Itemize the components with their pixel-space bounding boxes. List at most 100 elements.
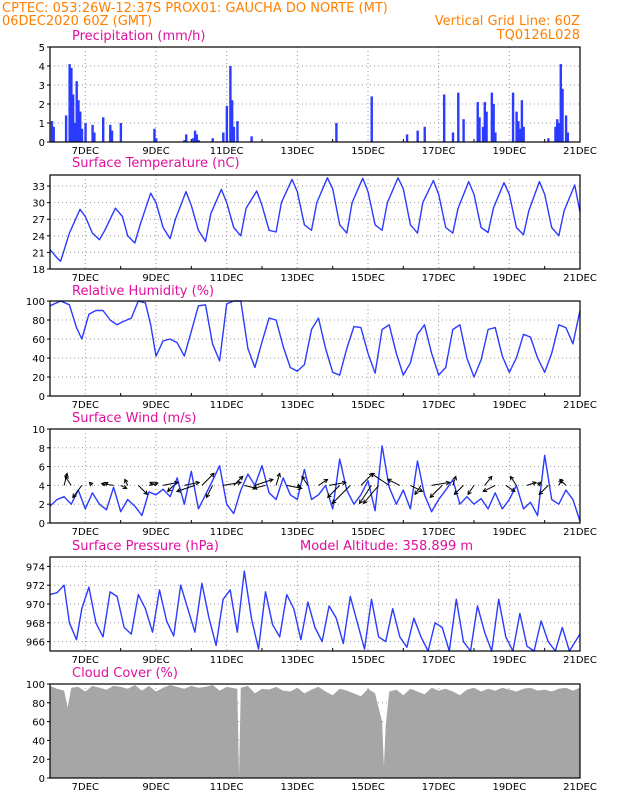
wind-frame <box>49 428 581 524</box>
precip-frame <box>49 46 581 143</box>
rh-series-line <box>49 300 581 378</box>
pressure-xtick-label: 13DEC <box>280 655 314 666</box>
wind-vector-arrow <box>370 472 390 486</box>
temp-xtick-label: 15DEC <box>351 273 385 284</box>
wind-xtick-label: 17DEC <box>422 527 456 538</box>
wind-vector-arrow <box>206 485 213 498</box>
wind-ytick-label: 0 <box>39 519 45 530</box>
wind-vector-arrow <box>275 473 281 486</box>
wind-vector-arrowhead <box>143 490 149 496</box>
precip-ytick-label: 4 <box>39 62 45 73</box>
precip-bar <box>155 138 158 142</box>
precip-bar <box>50 121 54 142</box>
wind-vector-arrow <box>467 485 475 495</box>
pressure-xtick-label: 9DEC <box>142 655 169 666</box>
cloud-ytick-label: 60 <box>32 718 45 729</box>
precip-bar <box>229 66 232 142</box>
wind-vector-arrowhead <box>64 475 69 481</box>
precip-bar <box>483 102 486 142</box>
wind-vector-arrow <box>176 484 196 492</box>
precip-bar <box>561 88 564 142</box>
temp-xtick-label: 13DEC <box>280 273 314 284</box>
wind-xtick-label: 13DEC <box>280 527 314 538</box>
rh-xtick-label: 15DEC <box>351 400 385 411</box>
wind-vector-arrowhead <box>358 499 364 505</box>
pressure-xtick-label: 15DEC <box>351 655 385 666</box>
cloud-xtick-label: 7DEC <box>72 782 99 793</box>
wind-vector-arrowhead <box>209 472 215 478</box>
wind-ytick-label: 6 <box>39 463 45 474</box>
rh-ytick-label: 60 <box>32 335 45 346</box>
wind-vector-arrowhead <box>238 475 244 481</box>
rh-ytick-label: 20 <box>32 373 45 384</box>
precip-bar <box>547 138 550 142</box>
wind-vector-arrowhead <box>331 499 337 505</box>
precip-bar <box>192 138 195 142</box>
wind-vector-arrowhead <box>268 478 274 483</box>
wind-series-line <box>49 445 581 522</box>
wind-vector-arrowhead <box>559 478 564 484</box>
wind-vector-arrow <box>167 485 175 492</box>
precip-bar <box>511 92 515 142</box>
precip-bar <box>77 100 80 142</box>
precip-bar <box>564 115 568 142</box>
precip-bar <box>91 124 94 142</box>
precip-bar <box>197 140 200 142</box>
precip-bar <box>462 119 465 142</box>
pressure-xtick-label: 11DEC <box>210 655 244 666</box>
precip-bar <box>517 121 520 142</box>
pressure-panel: Surface Pressure (hPa) Model Altitude: 35… <box>26 539 597 666</box>
wind-vector-arrow <box>301 476 309 486</box>
rh-xtick-label: 11DEC <box>210 400 244 411</box>
wind-vector-arrowhead <box>453 490 459 496</box>
wind-xtick-label: 7DEC <box>72 527 99 538</box>
wind-vector-arrowhead <box>370 472 376 478</box>
wind-vector-arrowhead <box>326 493 332 499</box>
cloud-xtick-label: 19DEC <box>492 782 526 793</box>
precip-bar <box>522 126 525 142</box>
header-grid-note: Vertical Grid Line: 60Z <box>435 14 580 29</box>
wind-vector-arrowhead <box>88 481 94 487</box>
precip-bar <box>494 132 497 142</box>
temp-xtick-label: 9DEC <box>142 273 169 284</box>
temp-ytick-label: 18 <box>32 265 45 276</box>
wind-vector-arrowhead <box>429 493 435 499</box>
temp-frame <box>49 174 581 270</box>
temp-xtick-label: 11DEC <box>210 273 244 284</box>
precip-bar <box>230 100 234 142</box>
pressure-title: Surface Pressure (hPa) <box>72 539 219 554</box>
precip-bar <box>335 123 338 142</box>
precip-bar <box>476 102 479 142</box>
precip-bar <box>423 126 426 142</box>
wind-vector-arrow <box>253 484 266 489</box>
wind-vector-arrow <box>526 481 537 486</box>
cloud-ytick-label: 20 <box>32 755 45 766</box>
cloud-area <box>50 684 580 778</box>
precip-xtick-label: 19DEC <box>492 146 526 157</box>
wind-vector-arrow <box>387 478 401 486</box>
wind-vector-arrowhead <box>174 480 180 486</box>
precip-xtick-label: 15DEC <box>351 146 385 157</box>
pressure-ytick-label: 972 <box>26 581 45 592</box>
wind-vector-arrowhead <box>153 481 159 487</box>
precip-xtick-label: 17DEC <box>422 146 456 157</box>
wind-vector-arrow <box>137 485 148 495</box>
cloud-ytick-label: 100 <box>26 680 45 691</box>
wind-vector-arrow <box>505 484 516 492</box>
precip-bar <box>457 92 460 142</box>
precip-xtick-label: 11DEC <box>210 146 244 157</box>
wind-vector-arrow <box>124 479 129 486</box>
precip-xtick-label: 9DEC <box>142 146 169 157</box>
precip-bar <box>485 111 488 142</box>
wind-vector-arrow <box>363 485 379 504</box>
rh-xtick-label: 17DEC <box>422 400 456 411</box>
cloud-title: Cloud Cover (%) <box>72 666 178 681</box>
precip-bar <box>93 132 96 142</box>
precip-bar <box>554 126 557 142</box>
wind-vector-arrow <box>184 481 200 486</box>
wind-vector-arrowhead <box>386 478 392 483</box>
precip-bar <box>520 100 524 142</box>
wind-vector-arrow <box>431 481 450 486</box>
precip-bar <box>557 123 561 142</box>
